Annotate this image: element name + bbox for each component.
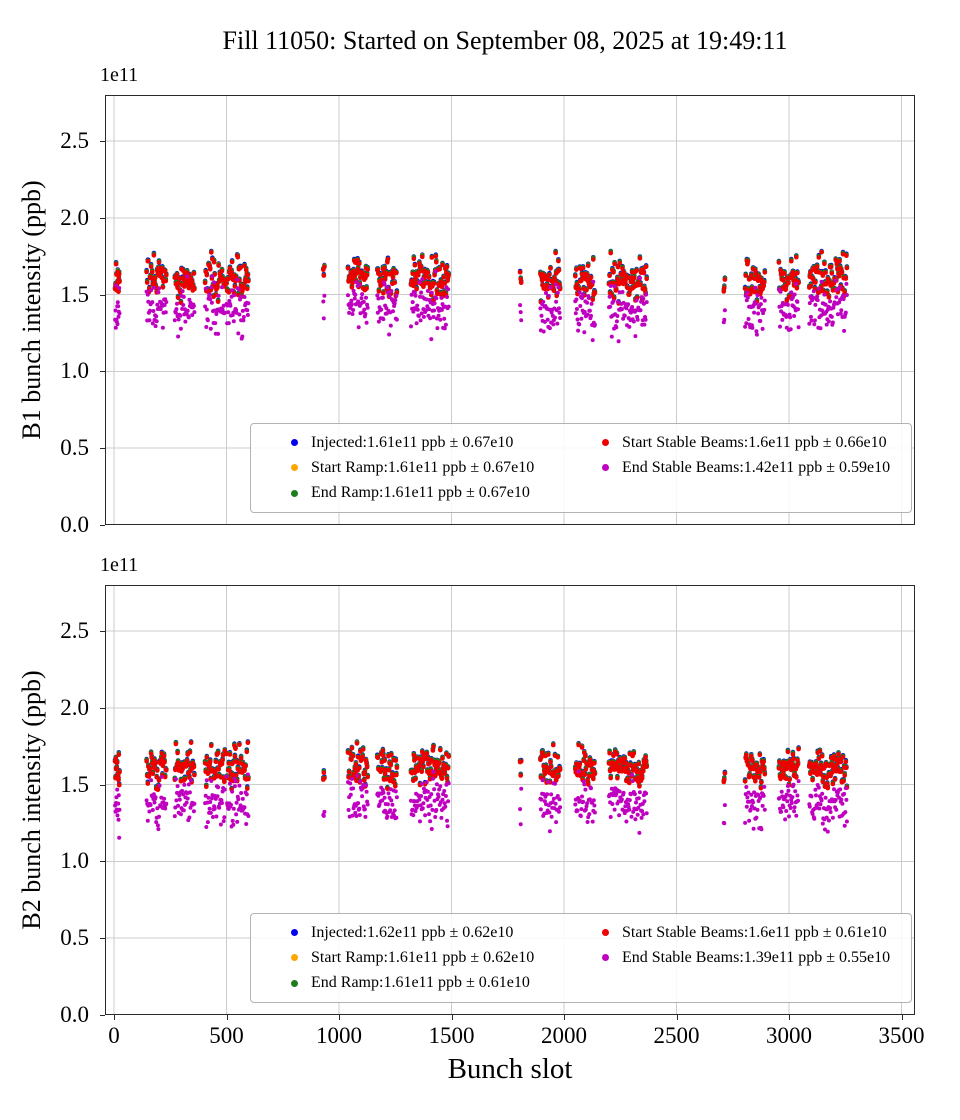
- legend-marker-icon: [291, 979, 298, 987]
- y-tick-mark: [100, 217, 105, 219]
- axes-border: [105, 585, 915, 1015]
- legend-label: Start Ramp:1.61e11 ppb ± 0.62e10: [311, 948, 535, 966]
- legend-item-start-ramp: Start Ramp:1.61e11 ppb ± 0.62e10: [291, 945, 590, 970]
- y-tick-label: 0.5: [60, 435, 89, 461]
- legend-label: Injected:1.61e11 ppb ± 0.67e10: [311, 433, 514, 451]
- legend-marker-icon: [602, 439, 609, 447]
- x-axis-label: Bunch slot: [447, 1053, 573, 1085]
- series-end-stable-beams: [113, 769, 849, 840]
- y-tick-mark: [100, 784, 105, 786]
- legend-marker-icon: [291, 464, 298, 472]
- legend-label: Start Stable Beams:1.6e11 ppb ± 0.61e10: [622, 923, 887, 941]
- legend-item-injected: Injected:1.62e11 ppb ± 0.62e10: [291, 920, 590, 945]
- y-tick-mark: [100, 371, 105, 373]
- ytick-labels-0: 0.0 0.5 1.0 1.5 2.0 2.5: [0, 95, 97, 537]
- legend-marker-icon: [291, 929, 298, 937]
- x-tick-label: 2500: [653, 1023, 700, 1048]
- legend-label: End Ramp:1.61e11 ppb ± 0.61e10: [311, 974, 530, 992]
- legend-1: Injected:1.62e11 ppb ± 0.62e10 Start Ramp…: [250, 913, 912, 1003]
- legend-marker-icon: [291, 489, 298, 497]
- legend-marker-icon: [291, 439, 298, 447]
- legend-item-end-ramp: End Ramp:1.61e11 ppb ± 0.67e10: [291, 481, 590, 506]
- legend-item-start-ramp: Start Ramp:1.61e11 ppb ± 0.67e10: [291, 455, 590, 480]
- legend-label: End Stable Beams:1.39e11 ppb ± 0.55e10: [622, 948, 891, 966]
- y-tick-label: 2.0: [60, 204, 89, 230]
- y-tick-label: 2.5: [60, 618, 89, 644]
- x-tick-label: 1000: [316, 1023, 362, 1048]
- y-tick-mark: [100, 938, 105, 940]
- legend-marker-icon: [602, 464, 609, 472]
- x-tick-label: 3000: [766, 1023, 812, 1048]
- legend-label: End Ramp:1.61e11 ppb ± 0.67e10: [311, 484, 530, 502]
- y-tick-mark: [100, 861, 105, 863]
- x-tick-label: 2000: [541, 1023, 587, 1048]
- series-start-stable-beams: [112, 249, 850, 306]
- legend-label: End Stable Beams:1.42e11 ppb ± 0.59e10: [622, 458, 891, 476]
- y-tick-label: 0.0: [60, 1002, 89, 1027]
- x-tick-mark: [676, 1015, 678, 1020]
- grid-lines: [105, 95, 915, 525]
- y-tick-mark: [100, 1015, 105, 1016]
- y-tick-label: 2.5: [60, 128, 89, 154]
- y-tick-label: 2.0: [60, 694, 89, 720]
- legend-0: Injected:1.61e11 ppb ± 0.67e10 Start Ramp…: [250, 423, 912, 513]
- y-offset-text-b1: 1e11: [100, 64, 139, 86]
- x-tick-mark: [901, 1015, 903, 1020]
- legend-item-injected: Injected:1.61e11 ppb ± 0.67e10: [291, 430, 590, 455]
- axes-border: [105, 95, 915, 525]
- ytick-labels-1: 0.0 0.5 1.0 1.5 2.0 2.5: [0, 585, 97, 1027]
- legend-label: Start Stable Beams:1.6e11 ppb ± 0.66e10: [622, 433, 887, 451]
- y-tick-label: 0.5: [60, 925, 89, 951]
- y-tick-label: 1.0: [60, 358, 89, 384]
- y-tick-mark: [100, 525, 105, 526]
- legend-item-start-stable-beams: Start Stable Beams:1.6e11 ppb ± 0.66e10: [602, 430, 901, 455]
- x-tick-mark: [451, 1015, 453, 1020]
- x-tick-label: 500: [209, 1023, 244, 1048]
- series-end-stable-beams: [113, 269, 849, 344]
- x-tick-label: 0: [108, 1023, 120, 1048]
- x-tick-label: 3500: [878, 1023, 925, 1048]
- x-tick-mark: [564, 1015, 565, 1020]
- legend-item-end-ramp: End Ramp:1.61e11 ppb ± 0.61e10: [291, 971, 590, 996]
- legend-marker-icon: [602, 954, 609, 962]
- y-tick-mark: [100, 631, 105, 633]
- series-start-stable-beams: [112, 740, 850, 792]
- legend-marker-icon: [602, 929, 609, 937]
- x-tick-mark: [226, 1015, 228, 1020]
- y-offset-text-b2: 1e11: [100, 554, 139, 576]
- y-tick-label: 1.5: [60, 771, 89, 797]
- legend-label: Injected:1.62e11 ppb ± 0.62e10: [311, 923, 514, 941]
- y-tick-mark: [100, 448, 105, 450]
- y-tick-label: 0.0: [60, 512, 89, 537]
- legend-label: Start Ramp:1.61e11 ppb ± 0.67e10: [311, 458, 535, 476]
- figure-title: Fill 11050: Started on September 08, 202…: [222, 26, 788, 55]
- x-tick-mark: [339, 1015, 340, 1020]
- y-tick-mark: [100, 141, 105, 143]
- y-tick-label: 1.0: [60, 848, 89, 874]
- legend-item-end-stable-beams: End Stable Beams:1.42e11 ppb ± 0.59e10: [602, 455, 901, 480]
- x-tick-label: 1500: [428, 1023, 475, 1048]
- legend-marker-icon: [291, 954, 298, 962]
- legend-item-end-stable-beams: End Stable Beams:1.39e11 ppb ± 0.55e10: [602, 945, 901, 970]
- x-tick-mark: [114, 1015, 115, 1020]
- y-tick-label: 1.5: [60, 281, 89, 307]
- y-tick-mark: [100, 294, 105, 296]
- y-tick-mark: [100, 707, 105, 709]
- x-tick-mark: [789, 1015, 790, 1020]
- legend-item-start-stable-beams: Start Stable Beams:1.6e11 ppb ± 0.61e10: [602, 920, 901, 945]
